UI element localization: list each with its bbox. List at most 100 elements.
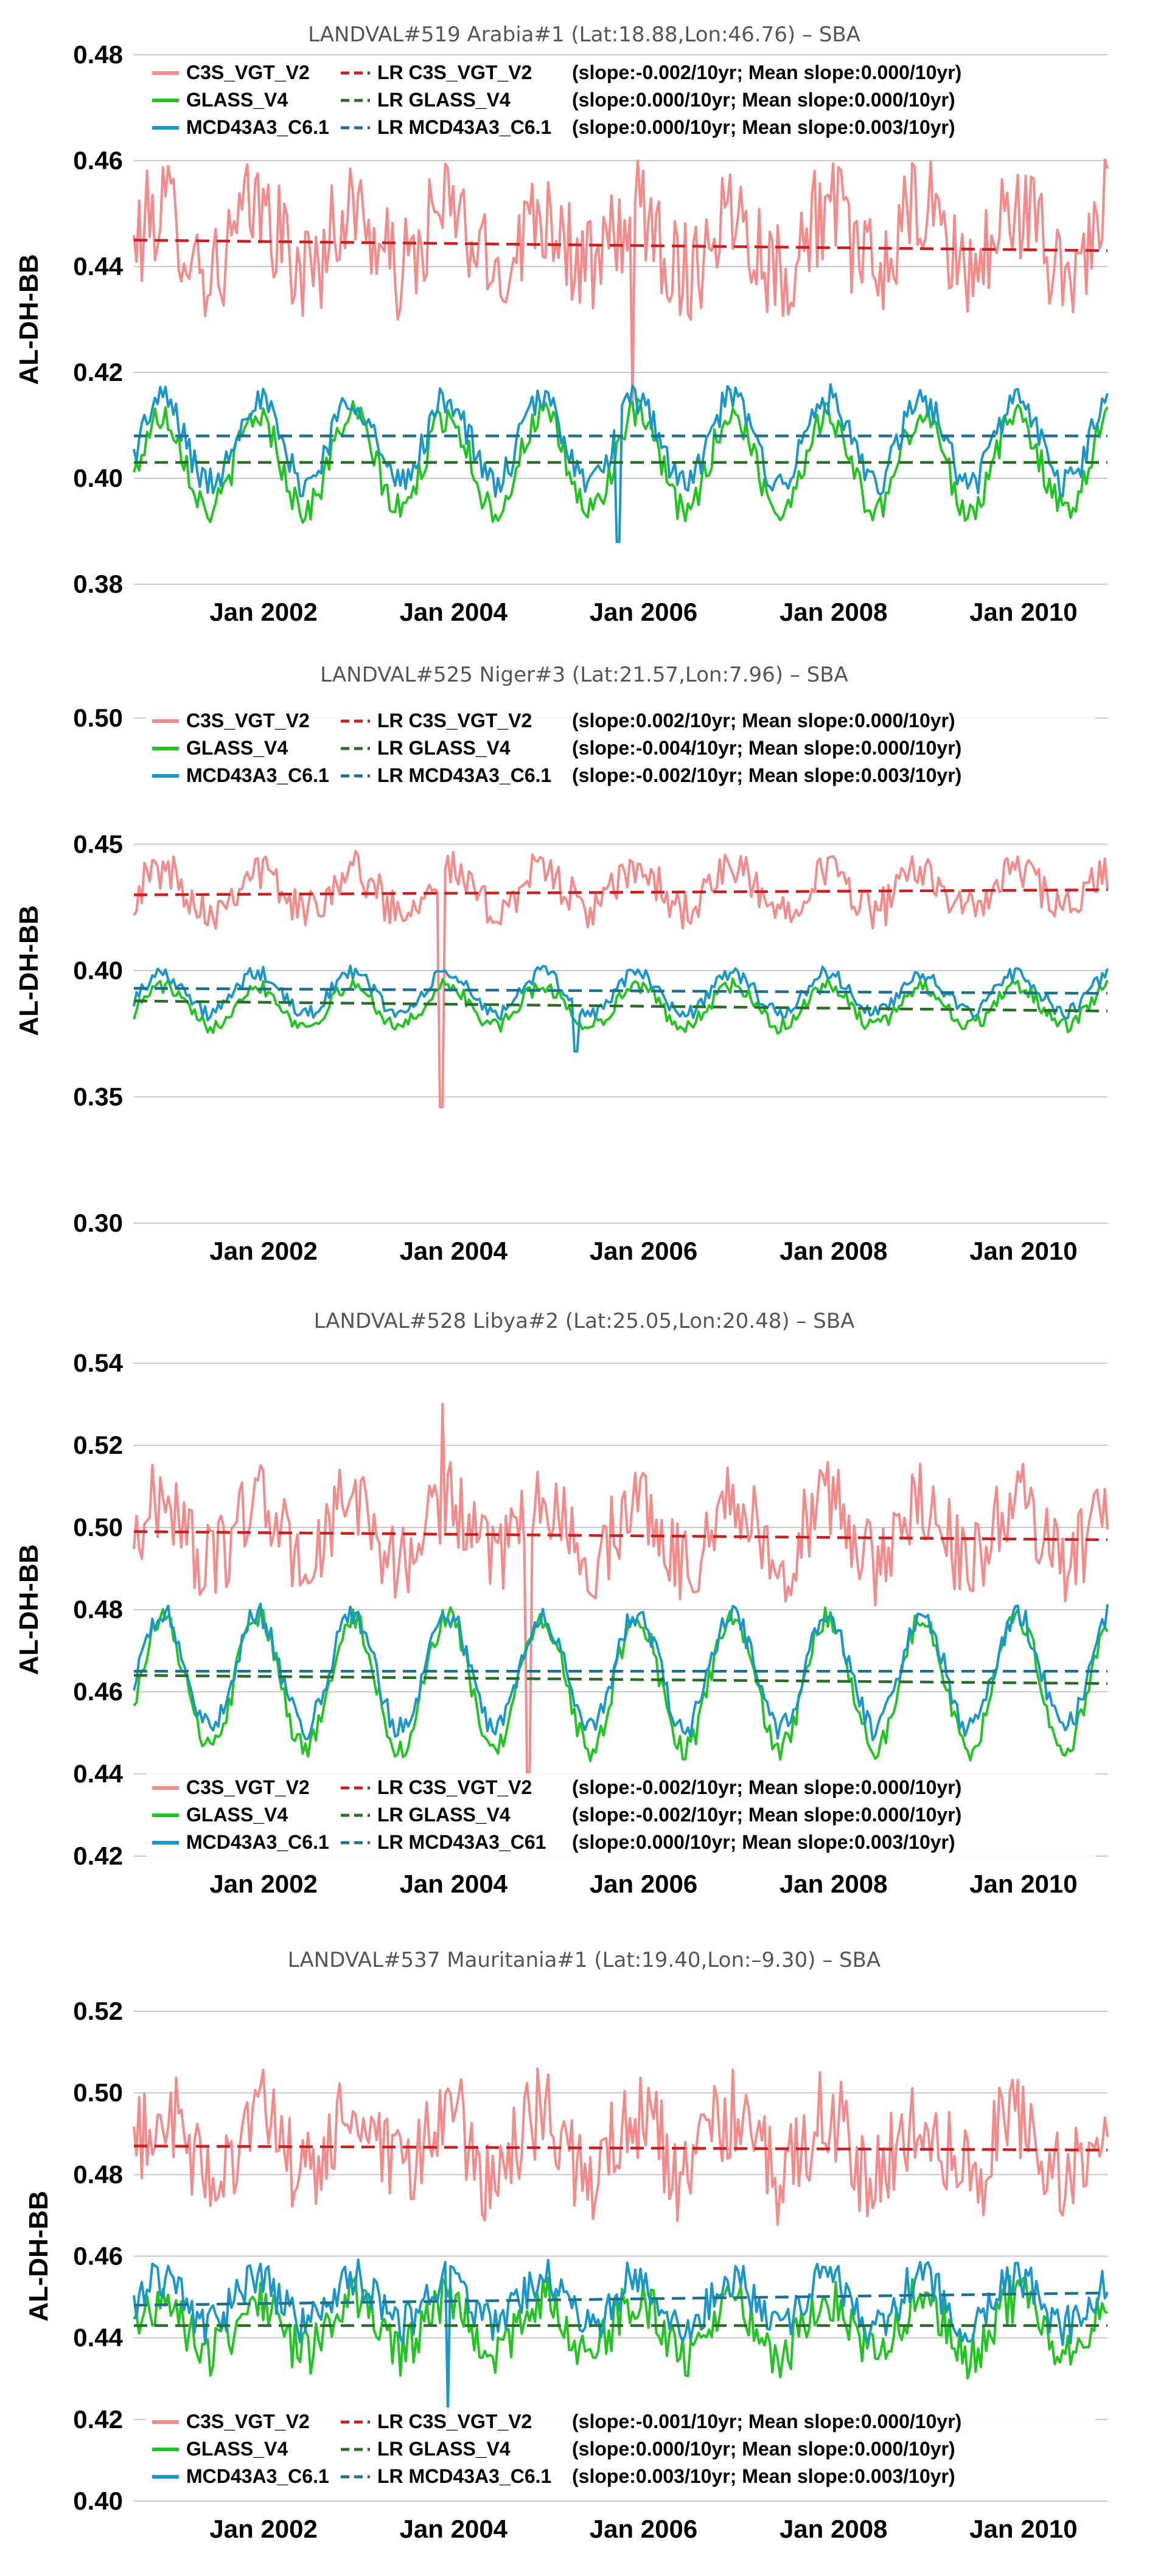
legend-label: MCD43A3_C6.1 bbox=[186, 116, 329, 138]
trend-line-lr-mcd43a3-c6-1 bbox=[133, 986, 1108, 995]
trend-line-lr-glass-v4 bbox=[133, 1674, 1108, 1685]
y-tick-label: 0.46 bbox=[73, 2242, 123, 2271]
y-tick-label: 0.30 bbox=[73, 1209, 123, 1237]
y-tick-label: 0.46 bbox=[73, 1677, 123, 1706]
x-tick-label: Jan 2008 bbox=[780, 2515, 887, 2543]
legend: C3S_VGT_V2 LR C3S_VGT_V2 (slope:0.002/10yr… bbox=[146, 707, 1095, 797]
x-tick-label: Jan 2006 bbox=[590, 1869, 697, 1898]
legend-stats: (slope:-0.001/10yr; Mean slope:0.000/10y… bbox=[572, 2410, 961, 2432]
x-tick-label: Jan 2004 bbox=[400, 1869, 508, 1898]
legend-label: C3S_VGT_V2 bbox=[186, 2410, 310, 2432]
legend-background bbox=[146, 707, 1095, 797]
legend-label: LR C3S_VGT_V2 bbox=[377, 2410, 532, 2432]
x-tick-label: Jan 2002 bbox=[209, 1869, 317, 1898]
legend-label: LR GLASS_V4 bbox=[377, 89, 511, 111]
x-tick-label: Jan 2006 bbox=[590, 598, 697, 626]
legend-stats: (slope:-0.004/10yr; Mean slope:0.000/10y… bbox=[572, 737, 961, 759]
y-tick-label: 0.52 bbox=[73, 1431, 123, 1459]
legend-stats: (slope:0.000/10yr; Mean slope:0.000/10yr… bbox=[572, 89, 955, 111]
trend-line-lr-mcd43a3-c6-1 bbox=[133, 2291, 1108, 2307]
legend-label: LR C3S_VGT_V2 bbox=[377, 1776, 532, 1798]
y-tick-label: 0.46 bbox=[73, 146, 123, 175]
legend-label: MCD43A3_C6.1 bbox=[186, 1831, 329, 1853]
y-tick-label: 0.44 bbox=[73, 252, 123, 281]
y-tick-label: 0.50 bbox=[73, 2078, 123, 2107]
series-line-c3s-vgt-v2 bbox=[133, 1403, 1109, 1775]
x-tick-label: Jan 2004 bbox=[400, 2515, 508, 2543]
trend-line-lr-c3s-vgt-v2 bbox=[133, 1530, 1108, 1541]
legend-label: LR C3S_VGT_V2 bbox=[377, 710, 532, 731]
y-tick-label: 0.45 bbox=[73, 830, 123, 859]
y-axis-label: AL-DH-BB bbox=[14, 905, 44, 1036]
legend-stats: (slope:0.000/10yr; Mean slope:0.003/10yr… bbox=[572, 116, 955, 138]
trend-line-lr-c3s-vgt-v2 bbox=[133, 2145, 1108, 2152]
y-tick-label: 0.40 bbox=[73, 464, 123, 492]
legend: C3S_VGT_V2 LR C3S_VGT_V2 (slope:-0.002/10y… bbox=[146, 58, 1095, 149]
y-axis-label: AL-DH-BB bbox=[14, 254, 44, 385]
y-tick-label: 0.48 bbox=[73, 1595, 123, 1624]
y-tick-label: 0.40 bbox=[73, 956, 123, 985]
series-line-mcd43a3-c6-1 bbox=[133, 965, 1109, 1053]
legend-label: C3S_VGT_V2 bbox=[186, 61, 310, 83]
legend-label: GLASS_V4 bbox=[186, 1804, 288, 1826]
chart-panel-2: LANDVAL#525 Niger#3 (Lat:21.57,Lon:7.96)… bbox=[14, 663, 1109, 1265]
y-tick-label: 0.48 bbox=[73, 2160, 123, 2188]
x-tick-label: Jan 2010 bbox=[969, 598, 1077, 626]
legend-label: LR MCD43A3_C6.1 bbox=[377, 2465, 551, 2487]
legend-label: GLASS_V4 bbox=[186, 89, 288, 111]
x-tick-label: Jan 2010 bbox=[969, 2515, 1077, 2543]
x-tick-label: Jan 2008 bbox=[780, 1237, 887, 1265]
chart-title: LANDVAL#528 Libya#2 (Lat:25.05,Lon:20.48… bbox=[314, 1309, 855, 1333]
legend-label: LR GLASS_V4 bbox=[377, 737, 511, 759]
y-tick-label: 0.42 bbox=[73, 358, 123, 386]
y-tick-label: 0.42 bbox=[73, 1841, 123, 1870]
legend-background bbox=[146, 58, 1095, 149]
y-tick-label: 0.42 bbox=[73, 2405, 123, 2434]
chart-panel-1: LANDVAL#519 Arabia#1 (Lat:18.88,Lon:46.7… bbox=[14, 23, 1109, 626]
series-line-glass-v4 bbox=[133, 977, 1109, 1035]
chart-title: LANDVAL#537 Mauritania#1 (Lat:19.40,Lon:… bbox=[288, 1948, 881, 1972]
series-line-c3s-vgt-v2 bbox=[133, 158, 1109, 406]
legend-stats: (slope:-0.002/10yr; Mean slope:0.000/10y… bbox=[572, 1776, 961, 1798]
trend-line-lr-glass-v4 bbox=[133, 999, 1108, 1013]
legend-stats: (slope:-0.002/10yr; Mean slope:0.000/10y… bbox=[572, 61, 961, 83]
x-tick-label: Jan 2004 bbox=[400, 1237, 508, 1265]
chart-panel-3: LANDVAL#528 Libya#2 (Lat:25.05,Lon:20.48… bbox=[14, 1309, 1109, 1898]
legend: C3S_VGT_V2 LR C3S_VGT_V2 (slope:-0.001/10y… bbox=[146, 2407, 1095, 2498]
chart-panel-4: LANDVAL#537 Mauritania#1 (Lat:19.40,Lon:… bbox=[24, 1948, 1109, 2543]
series-line-mcd43a3-c6-1 bbox=[133, 2258, 1109, 2417]
legend-background bbox=[146, 1773, 1095, 1864]
legend-stats: (slope:0.000/10yr; Mean slope:0.003/10yr… bbox=[572, 1831, 955, 1853]
chart-title: LANDVAL#525 Niger#3 (Lat:21.57,Lon:7.96)… bbox=[320, 663, 848, 687]
x-tick-label: Jan 2002 bbox=[209, 2515, 317, 2543]
x-tick-label: Jan 2002 bbox=[209, 1237, 317, 1265]
y-tick-label: 0.52 bbox=[73, 1997, 123, 2025]
legend-label: GLASS_V4 bbox=[186, 2438, 288, 2460]
series-line-mcd43a3-c6-1 bbox=[133, 383, 1109, 543]
legend-label: LR GLASS_V4 bbox=[377, 2438, 511, 2460]
legend-label: LR MCD43A3_C6.1 bbox=[377, 116, 551, 138]
legend-stats: (slope:0.003/10yr; Mean slope:0.003/10yr… bbox=[572, 2465, 955, 2487]
y-tick-label: 0.38 bbox=[73, 570, 123, 598]
legend-label: GLASS_V4 bbox=[186, 737, 288, 759]
y-tick-label: 0.40 bbox=[73, 2487, 123, 2515]
y-tick-label: 0.48 bbox=[73, 40, 123, 69]
y-axis-label: AL-DH-BB bbox=[14, 1544, 44, 1675]
y-tick-label: 0.54 bbox=[73, 1349, 123, 1377]
x-tick-label: Jan 2010 bbox=[969, 1869, 1077, 1898]
legend-label: MCD43A3_C6.1 bbox=[186, 764, 329, 786]
x-tick-label: Jan 2010 bbox=[969, 1237, 1077, 1265]
legend-stats: (slope:-0.002/10yr; Mean slope:0.000/10y… bbox=[572, 1804, 961, 1826]
series-line-mcd43a3-c6-1 bbox=[133, 1602, 1109, 1742]
legend-label: C3S_VGT_V2 bbox=[186, 710, 310, 731]
trend-line-lr-c3s-vgt-v2 bbox=[133, 888, 1108, 896]
legend-label: LR MCD43A3_C6.1 bbox=[377, 764, 551, 786]
y-axis-label: AL-DH-BB bbox=[24, 2191, 54, 2322]
trend-line-lr-c3s-vgt-v2 bbox=[133, 239, 1108, 253]
legend-label: LR GLASS_V4 bbox=[377, 1804, 511, 1826]
chart-title: LANDVAL#519 Arabia#1 (Lat:18.88,Lon:46.7… bbox=[308, 23, 860, 47]
legend: C3S_VGT_V2 LR C3S_VGT_V2 (slope:-0.002/10y… bbox=[146, 1773, 1095, 1864]
x-tick-label: Jan 2006 bbox=[590, 1237, 697, 1265]
legend-label: LR MCD43A3_C61 bbox=[377, 1831, 546, 1853]
legend-background bbox=[146, 2407, 1095, 2498]
